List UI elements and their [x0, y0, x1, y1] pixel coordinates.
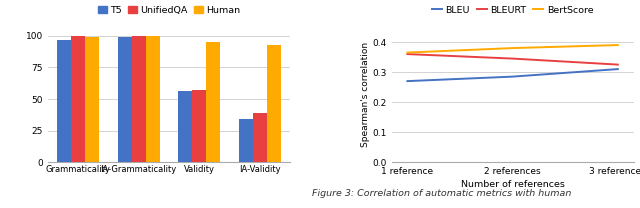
Y-axis label: Spearman's correlation: Spearman's correlation	[360, 42, 370, 147]
BLEURT	[509, 57, 516, 60]
Legend: BLEU, BLEURT, BertScore: BLEU, BLEURT, BertScore	[428, 2, 597, 19]
Line: BertScore: BertScore	[408, 45, 618, 53]
Bar	[118, 37, 132, 162]
BLEU	[509, 75, 516, 78]
Line: BLEURT: BLEURT	[408, 54, 618, 65]
Bar	[253, 113, 267, 162]
BLEURT	[404, 53, 412, 55]
Bar	[132, 36, 146, 162]
BLEU	[614, 68, 621, 70]
Text: Figure 3: Correlation of automatic metrics with human: Figure 3: Correlation of automatic metri…	[312, 189, 572, 198]
BertScore	[509, 47, 516, 49]
Bar	[206, 42, 220, 162]
BertScore	[404, 51, 412, 54]
Bar	[267, 45, 280, 162]
Bar	[179, 92, 192, 162]
BLEU	[404, 80, 412, 82]
Bar	[85, 37, 99, 162]
Legend: T5, UnifiedQA, Human: T5, UnifiedQA, Human	[94, 2, 244, 19]
Bar	[71, 36, 85, 162]
Line: BLEU: BLEU	[408, 69, 618, 81]
X-axis label: Number of references: Number of references	[461, 180, 564, 189]
Bar	[146, 36, 159, 162]
BertScore	[614, 44, 621, 46]
BLEURT	[614, 63, 621, 66]
Bar	[239, 119, 253, 162]
Bar	[58, 40, 71, 162]
Bar	[192, 90, 206, 162]
